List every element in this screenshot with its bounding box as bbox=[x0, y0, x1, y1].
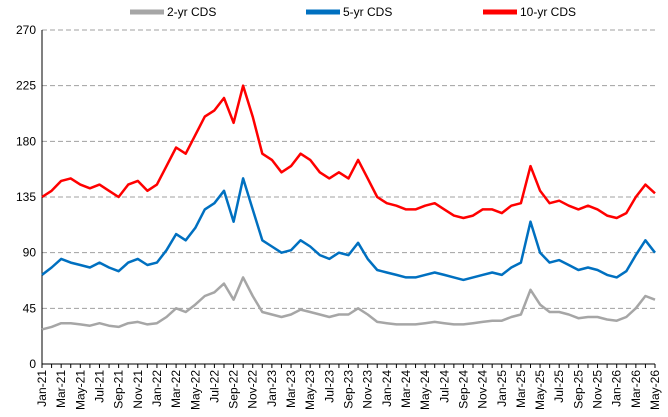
x-tick-label: May-26 bbox=[648, 370, 662, 410]
x-tick-label: Jul-21 bbox=[92, 370, 106, 403]
x-tick-label: Mar-21 bbox=[54, 370, 68, 408]
x-tick-label: Mar-25 bbox=[514, 370, 528, 408]
x-tick-label: Jul-22 bbox=[207, 370, 221, 403]
y-tick-label: 45 bbox=[23, 301, 37, 315]
x-tick-label: Jul-24 bbox=[437, 370, 451, 403]
y-tick-label: 0 bbox=[29, 357, 36, 371]
x-tick-label: Sep-24 bbox=[456, 370, 470, 409]
x-tick-label: Mar-24 bbox=[399, 370, 413, 408]
x-tick-label: Jan-25 bbox=[495, 370, 509, 407]
x-tick-label: Jan-26 bbox=[610, 370, 624, 407]
y-tick-label: 90 bbox=[23, 246, 37, 260]
y-tick-label: 270 bbox=[16, 23, 36, 37]
x-tick-label: Jul-25 bbox=[552, 370, 566, 403]
x-tick-label: Mar-26 bbox=[629, 370, 643, 408]
line bbox=[41, 177, 656, 282]
x-tick-label: Nov-25 bbox=[591, 370, 605, 409]
x-tick-label: Jan-21 bbox=[35, 370, 49, 407]
y-tick-label: 180 bbox=[16, 134, 36, 148]
x-tick-label: Sep-25 bbox=[571, 370, 585, 409]
x-tick-label: May-25 bbox=[533, 370, 547, 410]
x-tick-label: Sep-23 bbox=[342, 370, 356, 409]
legend-label: 5-yr CDS bbox=[343, 5, 392, 19]
x-tick-label: Jan-22 bbox=[150, 370, 164, 407]
x-tick-label: Sep-21 bbox=[112, 370, 126, 409]
x-tick-label: Jul-23 bbox=[322, 370, 336, 403]
x-tick-label: May-21 bbox=[73, 370, 87, 410]
line bbox=[41, 276, 656, 331]
x-tick-label: Nov-22 bbox=[246, 370, 260, 409]
y-tick-label: 135 bbox=[16, 190, 36, 204]
x-tick-label: May-22 bbox=[188, 370, 202, 410]
legend-label: 10-yr CDS bbox=[520, 5, 576, 19]
x-tick-label: Nov-24 bbox=[476, 370, 490, 409]
x-tick-label: Sep-22 bbox=[227, 370, 241, 409]
x-tick-label: Mar-22 bbox=[169, 370, 183, 408]
x-tick-label: Nov-23 bbox=[361, 370, 375, 409]
x-tick-label: Nov-21 bbox=[131, 370, 145, 409]
legend-label: 2-yr CDS bbox=[167, 5, 216, 19]
x-tick-label: Jan-23 bbox=[265, 370, 279, 407]
x-tick-label: May-24 bbox=[418, 370, 432, 410]
x-tick-label: Jan-24 bbox=[380, 370, 394, 407]
line bbox=[41, 84, 656, 220]
x-tick-label: May-23 bbox=[303, 370, 317, 410]
y-tick-label: 225 bbox=[16, 79, 36, 93]
x-tick-label: Mar-23 bbox=[284, 370, 298, 408]
